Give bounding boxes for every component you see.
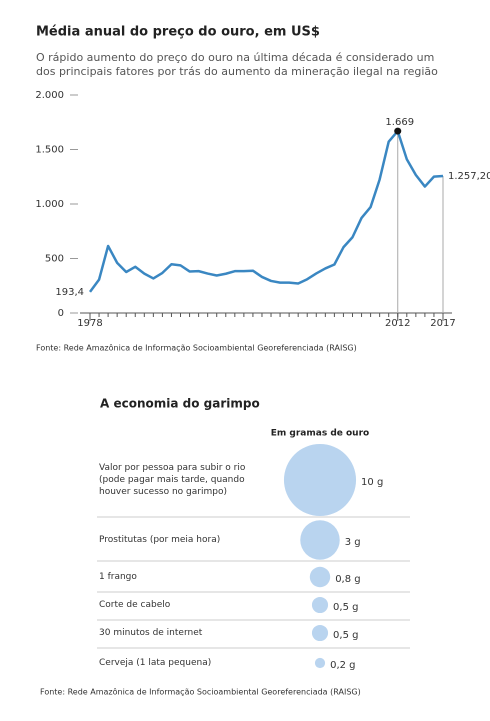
- label-box: 30 minutos de internet: [99, 628, 203, 638]
- source: Fonte: Rede Amazônica de Informação Soci…: [36, 343, 357, 353]
- row-label: 1 frango: [99, 572, 137, 582]
- row-label: Valor por pessoa para subir o rio (pode …: [99, 463, 246, 497]
- y-tick-label: 1.500: [35, 145, 64, 156]
- chart-subtitle: O rápido aumento do preço do ouro na últ…: [36, 51, 438, 78]
- column-header: Em gramas de ouro: [271, 429, 369, 439]
- y-tick-label: 500: [45, 254, 64, 265]
- value-label: 1.257,20: [448, 171, 490, 182]
- label-box: Corte de cabelo: [99, 600, 171, 610]
- x-tick-label: 1978: [77, 318, 102, 329]
- x-tick-label: 2012: [385, 318, 410, 329]
- bubble: [311, 596, 329, 614]
- label-box: Cerveja (1 lata pequena): [99, 658, 212, 668]
- y-tick-label: 0: [58, 308, 64, 319]
- label-box: Prostitutas (por meia hora): [99, 535, 221, 545]
- source: Fonte: Rede Amazônica de Informação Soci…: [40, 687, 361, 697]
- x-tick-label: 2017: [430, 318, 455, 329]
- subtitle-box: O rápido aumento do preço do ouro na últ…: [36, 51, 438, 78]
- bubble: [283, 443, 357, 517]
- row-label: 30 minutos de internet: [99, 628, 203, 638]
- value-label: 0,2 g: [330, 660, 355, 671]
- bubble: [311, 624, 329, 642]
- row-label: Cerveja (1 lata pequena): [99, 658, 212, 668]
- label-box: Valor por pessoa para subir o rio (pode …: [99, 463, 246, 497]
- bubble: [300, 520, 340, 560]
- y-tick-label: 1.000: [35, 199, 64, 210]
- price-line: [88, 129, 444, 293]
- value-label: 1.669: [385, 117, 414, 128]
- row-label: Corte de cabelo: [99, 600, 171, 610]
- bubble: [309, 566, 331, 588]
- value-label: 10 g: [361, 477, 383, 488]
- peak-dot: [394, 127, 402, 135]
- value-label: 0,5 g: [333, 630, 358, 641]
- label-box: 1 frango: [99, 572, 137, 582]
- chart-title: Média anual do preço do ouro, em US$: [36, 25, 320, 40]
- value-label: 3 g: [345, 537, 361, 548]
- bubble: [314, 657, 326, 669]
- row-label: Prostitutas (por meia hora): [99, 535, 221, 545]
- value-label: 0,8 g: [335, 574, 360, 585]
- value-label: 193,4: [55, 287, 84, 298]
- value-label: 0,5 g: [333, 602, 358, 613]
- y-tick-label: 2.000: [35, 90, 64, 101]
- chart-title: A economia do garimpo: [100, 397, 260, 411]
